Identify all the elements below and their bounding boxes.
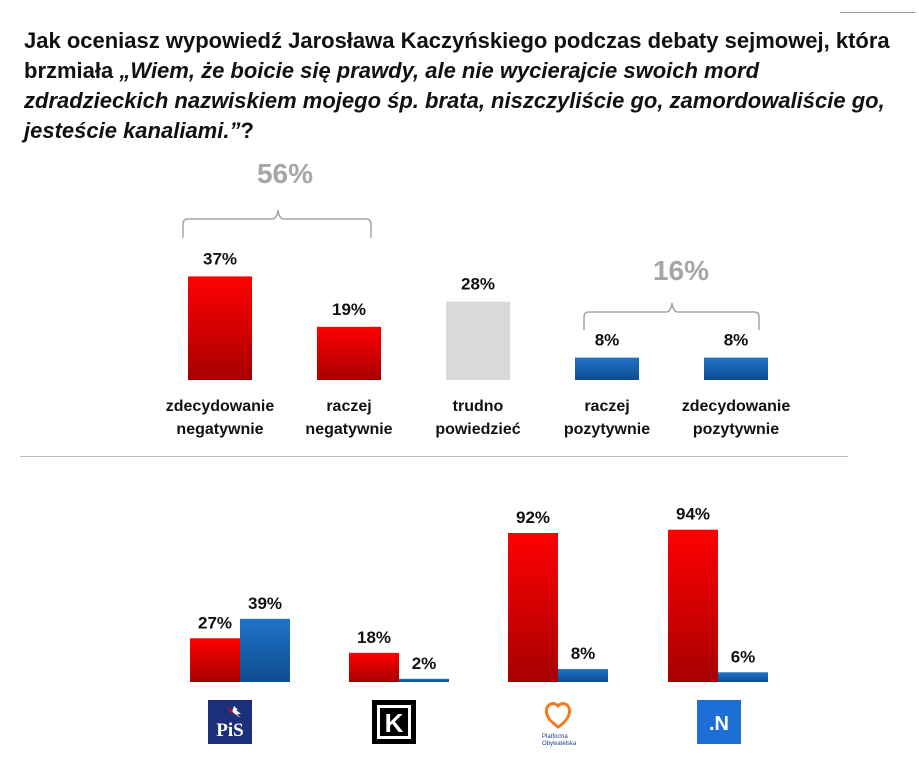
po-logo-graphic: Platforma Obywatelska	[542, 702, 577, 747]
po-logo: Platforma Obywatelska	[536, 696, 588, 748]
overall-category-label-5-1: zdecydowanie	[682, 398, 791, 415]
kukiz-logo-text: K	[385, 708, 404, 738]
nowoczesna-logo-graphic: .N	[697, 700, 741, 744]
party-value-label-1-pozytywnie: 39%	[248, 594, 282, 613]
overall-value-label-2: 19%	[332, 300, 366, 319]
overall-category-label-4-2: pozytywnie	[564, 421, 650, 438]
title-quote: „Wiem, że boicie się prawdy, ale nie wyc…	[24, 58, 885, 143]
overall-category-label-3-1: trudno	[453, 398, 504, 415]
overall-value-label-3: 28%	[461, 275, 495, 294]
section-divider	[20, 456, 848, 457]
party-value-label-4-pozytywnie: 6%	[731, 647, 756, 666]
party-bar-4-negatywnie	[668, 529, 718, 682]
overall-bar-5	[704, 357, 768, 380]
pis-logo: PiS	[208, 700, 252, 744]
overall-category-label-2-2: negatywnie	[305, 421, 392, 438]
overall-category-label-3-2: powiedzieć	[435, 421, 520, 438]
overall-value-label-1: 37%	[203, 249, 237, 268]
overall-bar-3	[446, 301, 510, 380]
top-divider	[840, 12, 915, 13]
overall-category-label-5-2: pozytywnie	[693, 421, 779, 438]
positive-bracket	[583, 302, 760, 330]
positive-total-label: 16%	[653, 255, 709, 286]
overall-value-label-5: 8%	[724, 331, 749, 350]
pis-logo-graphic: PiS	[208, 700, 252, 744]
overall-bar-4	[575, 357, 639, 380]
title-suffix: ?	[240, 118, 254, 143]
party-bar-3-negatywnie	[508, 532, 558, 682]
overall-category-label-1-1: zdecydowanie	[166, 398, 275, 415]
po-logo-text-2: Obywatelska	[542, 741, 577, 747]
party-bar-3-pozytywnie	[558, 669, 608, 682]
pis-logo-text: PiS	[216, 720, 243, 741]
po-heart-shape	[544, 702, 572, 729]
po-logo-text-1: Platforma	[542, 734, 568, 740]
party-value-label-1-negatywnie: 27%	[198, 613, 232, 632]
party-bar-4-pozytywnie	[718, 672, 768, 682]
kukiz-logo-graphic: K	[372, 700, 416, 744]
party-value-label-3-pozytywnie: 8%	[571, 644, 596, 663]
page-title: Jak oceniasz wypowiedź Jarosława Kaczyńs…	[24, 26, 909, 146]
party-value-label-2-pozytywnie: 2%	[412, 654, 437, 673]
overall-bar-1	[188, 276, 252, 380]
kukiz-logo: K	[372, 700, 416, 744]
overall-category-label-2-1: raczej	[326, 398, 371, 415]
overall-category-label-1-2: negatywnie	[176, 421, 263, 438]
overall-category-label-4-1: raczej	[584, 398, 629, 415]
nowoczesna-logo-text: .N	[709, 713, 729, 735]
negative-total-label: 56%	[257, 158, 313, 189]
nowoczesna-logo: .N	[697, 700, 741, 744]
overall-bar-2	[317, 326, 381, 380]
party-breakdown-chart: 27% 39% 18% 2% 92% 8% 94% 6%	[190, 505, 768, 682]
party-value-label-2-negatywnie: 18%	[357, 628, 391, 647]
party-bar-1-negatywnie	[190, 638, 240, 682]
party-bar-2-pozytywnie	[399, 678, 449, 682]
party-value-label-4-negatywnie: 94%	[676, 505, 710, 524]
overall-rating-chart: 37% zdecydowanie negatywnie 19% raczej negaty…	[166, 249, 791, 438]
negative-bracket	[182, 209, 372, 238]
title-prefix: Jak oceniasz wypowiedź Jarosława Kaczyńs…	[24, 28, 890, 83]
party-value-label-3-negatywnie: 92%	[516, 508, 550, 527]
party-bar-2-negatywnie	[349, 652, 399, 682]
party-bar-1-pozytywnie	[240, 618, 290, 682]
overall-value-label-4: 8%	[595, 331, 620, 350]
